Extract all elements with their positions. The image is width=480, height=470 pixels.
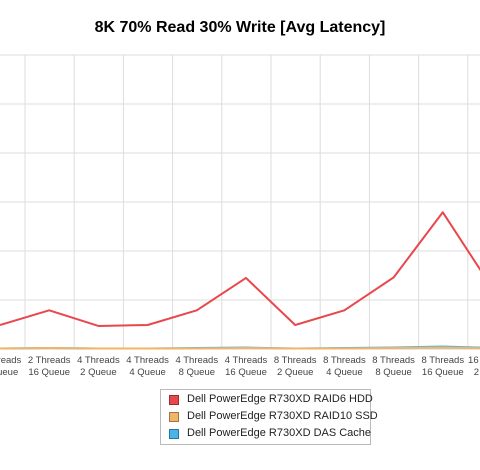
- grid: [0, 54, 480, 350]
- series-line-0: [0, 211, 480, 327]
- legend-item-0[interactable]: Dell PowerEdge R730XD RAID6 HDD: [161, 392, 373, 409]
- legend-item-1[interactable]: Dell PowerEdge R730XD RAID10 SSD: [161, 409, 378, 426]
- x-tick-label-5: 4 Threads 16 Queue: [225, 355, 268, 378]
- x-tick-label-6: 8 Threads 2 Queue: [274, 355, 317, 378]
- legend-swatch: [169, 412, 179, 422]
- x-tick-label-8: 8 Threads 8 Queue: [372, 355, 415, 378]
- legend-label: Dell PowerEdge R730XD DAS Cache: [187, 427, 372, 439]
- legend-swatch: [169, 395, 179, 405]
- series-lines: [0, 211, 480, 350]
- legend-item-2[interactable]: Dell PowerEdge R730XD DAS Cache: [161, 426, 372, 443]
- legend: Dell PowerEdge R730XD RAID6 HDD Dell Powe…: [160, 389, 378, 445]
- x-tick-label-9: 8 Threads 16 Queue: [421, 355, 464, 378]
- x-tick-label-4: 4 Threads 8 Queue: [175, 355, 218, 378]
- series-line-1: [0, 346, 480, 350]
- x-tick-label-2: 4 Threads 2 Queue: [77, 355, 120, 378]
- legend-label: Dell PowerEdge R730XD RAID6 HDD: [187, 393, 373, 405]
- legend-swatch: [169, 429, 179, 439]
- legend-label: Dell PowerEdge R730XD RAID10 SSD: [187, 410, 378, 422]
- x-tick-label-3: 4 Threads 4 Queue: [126, 355, 169, 378]
- x-tick-label-1: 2 Threads 16 Queue: [28, 355, 71, 378]
- x-tick-label-7: 8 Threads 4 Queue: [323, 355, 366, 378]
- chart-title: 8K 70% Read 30% Write [Avg Latency]: [94, 19, 386, 36]
